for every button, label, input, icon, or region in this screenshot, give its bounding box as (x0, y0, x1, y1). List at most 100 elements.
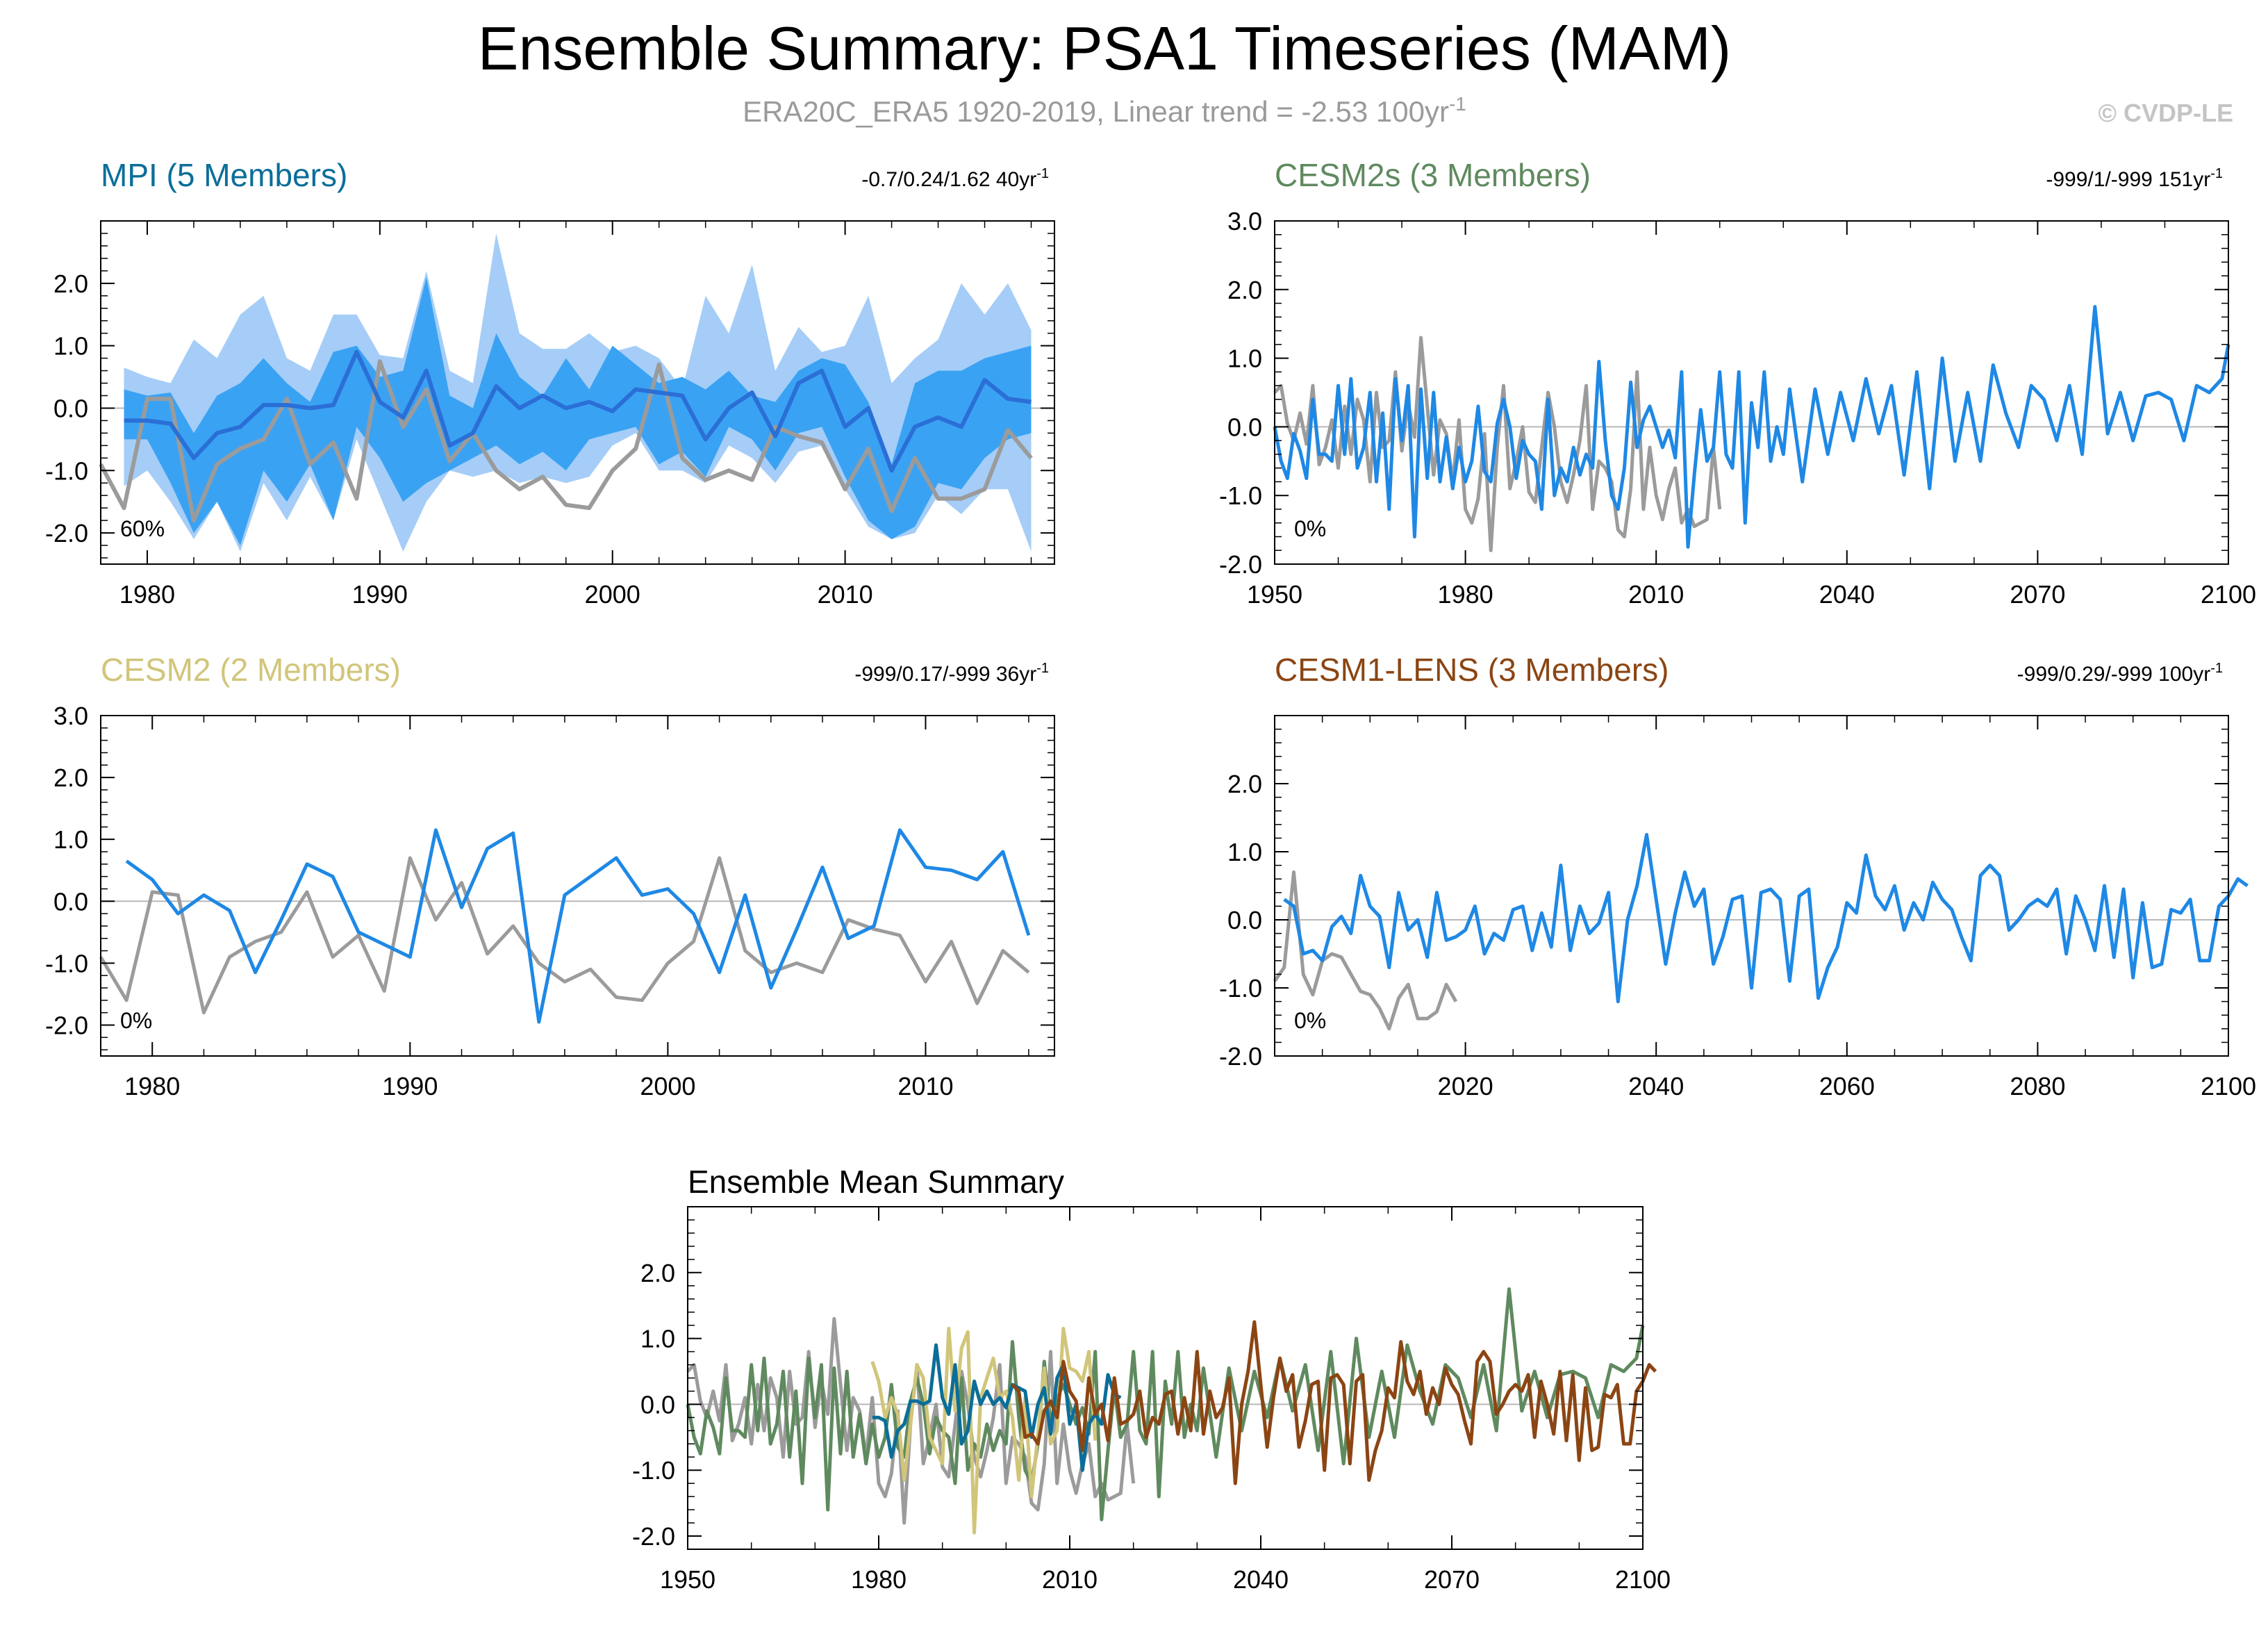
obs-line (1273, 870, 1458, 1031)
x-tick-label: 1980 (124, 1072, 180, 1100)
ens-mean-line (1273, 305, 2230, 549)
trend-superscript: -1 (1036, 661, 1049, 676)
ens-mean-line (1283, 833, 2249, 1004)
y-tick-label: 1.0 (53, 825, 88, 854)
x-tick-label: 1990 (382, 1072, 438, 1100)
ens-mean-line (125, 828, 1031, 1024)
x-tick-label: 2040 (1819, 580, 1875, 609)
panel-mpi: MPI (5 Members) -0.7/0.24/1.62 40yr-1 -2.0… (45, 157, 1055, 609)
obs-line (99, 359, 1033, 523)
y-tick-label: -2.0 (1219, 550, 1262, 579)
plot-frame (100, 715, 1055, 1057)
x-tick-label: 2010 (1628, 580, 1684, 609)
obs-line (99, 856, 1030, 1015)
panel-lens: CESM1-LENS (3 Members) -999/0.29/-999 100… (1219, 652, 2256, 1100)
trend-text: -999/1/-999 151yr (2046, 168, 2210, 191)
percent-label-mpi: 60% (120, 516, 165, 541)
x-tick-label: 2080 (2010, 1072, 2065, 1100)
trend-superscript: -1 (2210, 661, 2223, 676)
y-tick-label: -2.0 (632, 1522, 675, 1551)
y-tick-label: -2.0 (45, 519, 88, 547)
y-tick-label: 0.0 (1227, 906, 1262, 934)
x-tick-label: 2040 (1233, 1565, 1289, 1594)
y-tick-label: 2.0 (1227, 770, 1262, 798)
chart-panels: MPI (5 Members) -0.7/0.24/1.62 40yr-1-2.0… (45, 157, 2256, 1594)
x-tick-label: 1980 (1438, 580, 1493, 609)
trend-superscript: -1 (1036, 166, 1049, 181)
x-tick-label: 2010 (1042, 1565, 1098, 1594)
x-tick-label: 2020 (1438, 1072, 1493, 1100)
y-tick-label: 2.0 (1227, 276, 1262, 304)
copyright-label: © CVDP-LE (2098, 99, 2233, 127)
x-tick-label: 2040 (1628, 1072, 1684, 1100)
panel-title-lens: CESM1-LENS (3 Members) (1275, 652, 1669, 688)
y-tick-label: -1.0 (1219, 974, 1262, 1002)
trend-text: -999/0.29/-999 100yr (2017, 663, 2211, 686)
ens-mean-line (124, 349, 1032, 473)
subtitle-superscript: -1 (1449, 93, 1466, 115)
y-tick-label: 0.0 (1227, 413, 1262, 441)
y-tick-label: 3.0 (53, 702, 88, 730)
trend-label-cesm2s: -999/1/-999 151yr-1 (2046, 166, 2223, 191)
x-tick-label: 2000 (640, 1072, 695, 1100)
spread-inner-band (124, 277, 1032, 546)
summary-lens-line (1011, 1320, 1657, 1485)
x-tick-label: 2100 (2201, 1072, 2256, 1100)
panel-ensmean: Ensemble Mean Summary -2.0 -1.0 0.0 1.0 2.0 19… (632, 1164, 1671, 1594)
y-tick-label: 2.0 (53, 764, 88, 792)
y-tick-label: -1.0 (45, 949, 88, 977)
percent-label-cesm2s: 0% (1294, 516, 1326, 541)
y-tick-label: -2.0 (45, 1011, 88, 1039)
y-tick-label: 0.0 (640, 1390, 675, 1419)
x-tick-label: 1980 (119, 580, 175, 609)
y-tick-label: -2.0 (1219, 1042, 1262, 1071)
percent-label-cesm2: 0% (120, 1008, 152, 1033)
panel-title-mpi: MPI (5 Members) (101, 157, 347, 193)
y-tick-label: 1.0 (1227, 345, 1262, 373)
y-tick-label: 2.0 (53, 270, 88, 298)
x-tick-label: 2100 (1615, 1565, 1671, 1594)
figure-title: Ensemble Summary: PSA1 Timeseries (MAM) (478, 14, 1731, 83)
trend-label-lens: -999/0.29/-999 100yr-1 (2017, 661, 2223, 686)
y-tick-label: -1.0 (632, 1456, 675, 1485)
figure-subtitle: ERA20C_ERA5 1920-2019, Linear trend = -2… (743, 93, 1466, 128)
plot-frame (100, 220, 1055, 565)
y-tick-label: 3.0 (1227, 207, 1262, 236)
y-tick-label: 1.0 (640, 1325, 675, 1353)
panel-cesm2: CESM2 (2 Members) -999/0.17/-999 36yr-1 -2… (45, 652, 1055, 1100)
y-tick-label: 2.0 (640, 1259, 675, 1287)
trend-label-cesm2: -999/0.17/-999 36yr-1 (854, 661, 1049, 686)
trend-label-mpi: -0.7/0.24/1.62 40yr-1 (861, 166, 1049, 191)
y-tick-label: 0.0 (53, 394, 88, 422)
x-tick-label: 2070 (1424, 1565, 1480, 1594)
panel-title-cesm2s: CESM2s (3 Members) (1275, 157, 1591, 193)
x-tick-label: 2010 (818, 580, 873, 609)
y-tick-label: 1.0 (53, 332, 88, 361)
y-tick-label: -1.0 (45, 456, 88, 485)
panel-title-ensmean: Ensemble Mean Summary (688, 1164, 1064, 1200)
y-tick-label: -1.0 (1219, 481, 1262, 510)
x-tick-label: 2010 (897, 1072, 953, 1100)
subtitle-text: ERA20C_ERA5 1920-2019, Linear trend = -2… (743, 95, 1449, 128)
x-tick-label: 2060 (1819, 1072, 1875, 1100)
trend-superscript: -1 (2210, 166, 2223, 181)
trend-text: -0.7/0.24/1.62 40yr (861, 168, 1036, 191)
x-tick-label: 2100 (2201, 580, 2256, 609)
summary-cesm2s-line (686, 1287, 1645, 1521)
x-tick-label: 2070 (2010, 580, 2065, 609)
percent-label-lens: 0% (1294, 1008, 1326, 1033)
y-tick-label: 0.0 (53, 887, 88, 916)
trend-text: -999/0.17/-999 36yr (854, 663, 1036, 686)
x-tick-label: 1980 (851, 1565, 907, 1594)
obs-line (1273, 336, 1722, 552)
plot-frame (1274, 715, 2229, 1057)
x-tick-label: 1950 (660, 1565, 715, 1594)
y-tick-label: 1.0 (1227, 838, 1262, 866)
x-tick-label: 2000 (585, 580, 640, 609)
panel-cesm2s: CESM2s (3 Members) -999/1/-999 151yr-1 -2.… (1219, 157, 2256, 609)
x-tick-label: 1950 (1247, 580, 1302, 609)
x-tick-label: 1990 (352, 580, 408, 609)
panel-title-cesm2: CESM2 (2 Members) (101, 652, 401, 688)
plot-frame (1274, 220, 2229, 565)
